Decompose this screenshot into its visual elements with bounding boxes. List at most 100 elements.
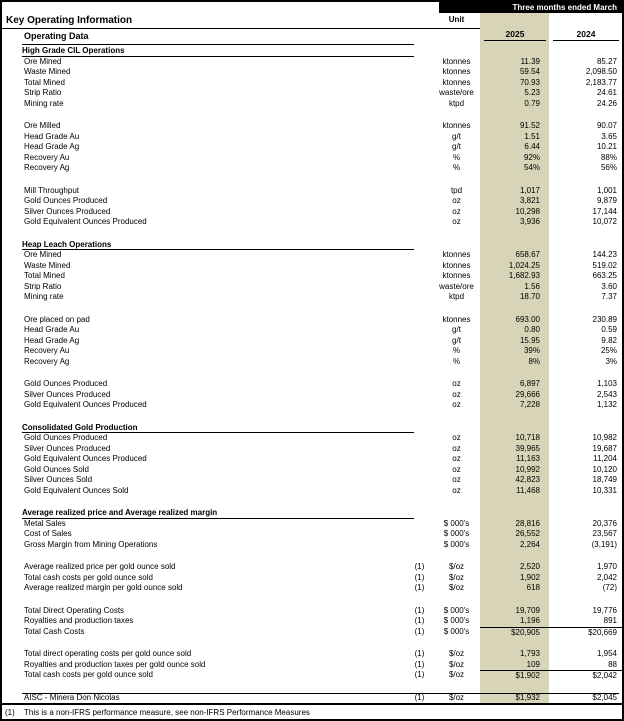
row-value-2024: (3,191) xyxy=(591,539,617,549)
row-unit: $ 000's xyxy=(443,626,470,636)
row-unit: ktpd xyxy=(448,98,465,108)
row-label: Heap Leach Operations xyxy=(22,239,112,249)
row-unit: % xyxy=(452,152,461,162)
title-divider xyxy=(2,28,480,29)
row-value-2025: 2,264 xyxy=(519,539,540,549)
row-value-2024: 18,749 xyxy=(592,475,617,484)
row-value-2025: 70.93 xyxy=(519,77,540,87)
row-label: Recovery Au xyxy=(24,152,70,162)
table-row: Head Grade Au g/t 1.51 3.65 xyxy=(2,132,622,143)
spacer-row xyxy=(2,303,622,315)
table-row: Silver Ounces Produced oz 39,965 19,687 xyxy=(2,444,622,455)
row-value-2024: 10.21 xyxy=(596,142,617,151)
row-footnote-ref: (1) xyxy=(414,572,425,582)
row-unit: ktonnes xyxy=(442,77,471,87)
row-value-2025: 0.79 xyxy=(524,98,540,108)
row-value-2025: 15.95 xyxy=(519,335,540,345)
row-footnote-ref xyxy=(406,292,433,303)
row-value-2024: 1,954 xyxy=(596,649,617,658)
row-footnote-ref: (1) xyxy=(414,649,425,658)
row-value-2024: 17,144 xyxy=(592,206,617,216)
row-label: Ore Mined xyxy=(24,250,62,259)
row-value-2024: 3% xyxy=(605,356,617,366)
row-footnote-ref: (1) xyxy=(414,692,425,702)
row-unit: $ 000's xyxy=(443,616,470,625)
table-row: Mill Throughput tpd 1,017 1,001 xyxy=(2,186,622,197)
row-footnote-ref: (1) xyxy=(414,659,425,669)
period-label: Three months ended March xyxy=(512,3,617,12)
row-value-2024: 230.89 xyxy=(592,314,617,324)
row-unit: ktonnes xyxy=(442,271,471,280)
row-value-2025: 39,965 xyxy=(515,443,540,453)
row-label: Total Mined xyxy=(24,271,65,280)
row-label: Silver Ounces Sold xyxy=(24,475,93,484)
table-row: Recovery Ag% 54% 56% xyxy=(2,163,622,174)
table-row: Ore Mined ktonnes 658.67 144.23 xyxy=(2,250,622,261)
row-footnote-ref: (1) xyxy=(414,605,425,615)
row-value-2024: (72) xyxy=(602,583,617,592)
row-value-2024: 7.37 xyxy=(601,292,617,301)
row-label: Total cash costs per gold ounce sold xyxy=(24,670,153,679)
row-value-2025: 109 xyxy=(526,659,540,669)
table-row: Total cash costs per gold ounce sold (1) $… xyxy=(2,670,622,681)
table-row: Silver Ounces Produced oz 29,666 2,543 xyxy=(2,390,622,401)
footnote-text: This is a non-IFRS performance measure, … xyxy=(24,708,310,717)
row-unit: waste/ore xyxy=(439,88,474,97)
row-value-2025: 10,298 xyxy=(515,206,540,216)
table-row: Royalties and production taxes per gold … xyxy=(2,660,622,671)
row-footnote-ref xyxy=(406,261,433,272)
row-unit: oz xyxy=(452,454,461,463)
row-footnote-ref xyxy=(406,46,433,57)
row-label: Total Mined xyxy=(24,77,65,87)
row-footnote-ref xyxy=(406,271,433,282)
table-row: Gold Ounces Produced oz 10,718 10,982 xyxy=(2,433,622,444)
row-value-2025 xyxy=(480,508,549,519)
row-label: Head Grade Au xyxy=(24,131,80,141)
spacer-row xyxy=(2,228,622,240)
row-value-2024: 3.65 xyxy=(601,131,617,141)
table-row: Total direct operating costs per gold ou… xyxy=(2,649,622,660)
row-footnote-ref: (1) xyxy=(414,670,425,679)
row-footnote-ref xyxy=(406,465,433,476)
row-unit: g/t xyxy=(452,142,461,151)
row-value-2024: $2,042 xyxy=(549,670,622,681)
row-value-2024 xyxy=(549,423,622,434)
row-label: Recovery Ag xyxy=(24,163,70,172)
section-title-operating-data: Operating Data xyxy=(24,31,89,41)
row-label: High Grade CIL Operations xyxy=(22,46,125,55)
row-footnote-ref: (1) xyxy=(414,616,425,625)
row-value-2024: 2,543 xyxy=(596,389,617,399)
row-footnote-ref xyxy=(406,57,433,68)
row-value-2025: 19,709 xyxy=(515,605,540,615)
row-label: Gold Equivalent Ounces Sold xyxy=(24,485,129,495)
row-value-2024: 3.60 xyxy=(601,281,617,291)
row-value-2025: 658.67 xyxy=(515,250,540,259)
section-header-row: High Grade CIL Operations xyxy=(2,46,622,57)
row-label: Gold Ounces Sold xyxy=(24,464,89,474)
row-value-2025: 1.56 xyxy=(524,281,540,291)
row-unit: $ 000's xyxy=(443,605,470,615)
row-footnote-ref xyxy=(406,400,433,411)
row-value-2025: 693.00 xyxy=(515,314,540,324)
row-footnote-ref xyxy=(406,153,433,164)
row-label: Recovery Au xyxy=(24,346,70,355)
row-footnote-ref xyxy=(406,132,433,143)
row-value-2024: 25% xyxy=(600,346,617,355)
table-row: Gross Margin from Mining Operations $ 000… xyxy=(2,540,622,551)
row-label: Average realized price and Average reali… xyxy=(22,508,218,517)
unit-column-header: Unit xyxy=(448,15,465,24)
row-footnote-ref xyxy=(406,540,433,551)
row-footnote-ref xyxy=(406,444,433,455)
row-footnote-ref xyxy=(406,325,433,336)
spacer-row xyxy=(2,550,622,562)
table-row: Metal Sales $ 000's 28,816 20,376 xyxy=(2,519,622,530)
row-label: Consolidated Gold Production xyxy=(22,422,138,432)
row-value-2024: 85.27 xyxy=(596,56,617,66)
row-unit: waste/ore xyxy=(439,281,474,291)
spacer-row xyxy=(2,637,622,649)
row-unit: oz xyxy=(452,206,461,216)
row-value-2024: 19,776 xyxy=(592,605,617,615)
row-value-2025: 6.44 xyxy=(524,142,540,151)
table-row: Total Mined ktonnes 70.93 2,183.77 xyxy=(2,78,622,89)
row-value-2025: 618 xyxy=(526,583,540,592)
